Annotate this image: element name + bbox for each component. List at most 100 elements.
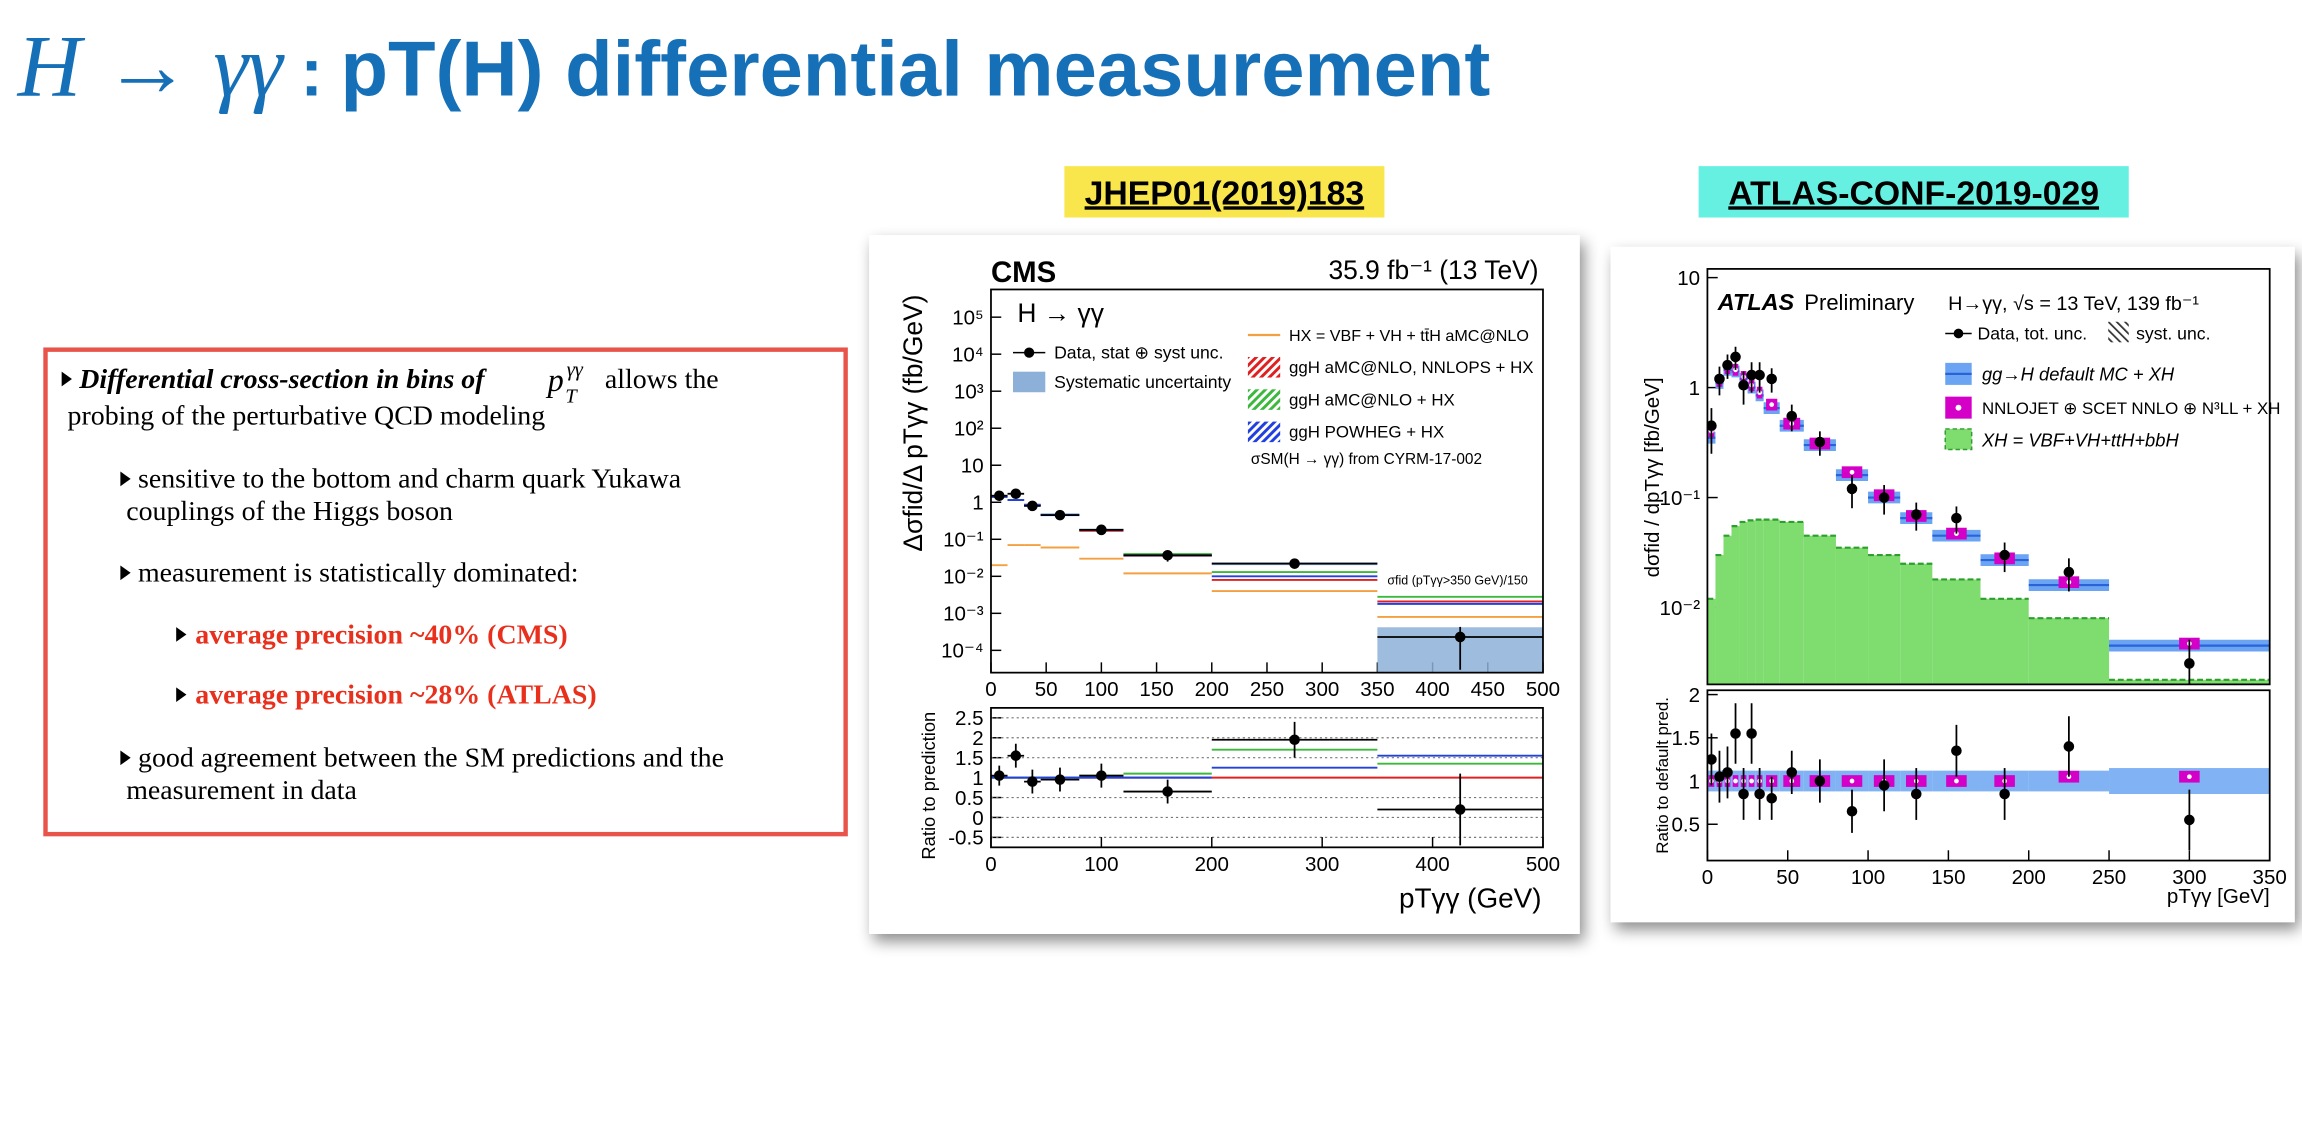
y-tick-label: 10 <box>961 455 984 478</box>
data-point <box>1910 788 1922 800</box>
area-bin <box>1707 598 1716 685</box>
data-point <box>993 770 1005 781</box>
area-bin <box>1731 526 1740 685</box>
x-tick-label: 200 <box>2012 866 2046 889</box>
legend-swatch <box>1247 421 1281 443</box>
status-label: Preliminary <box>1804 290 1914 315</box>
lumi-label: 35.9 fb⁻¹ (13 TeV) <box>1328 255 1538 285</box>
legend-label: NNLOJET ⊕ SCET NNLO ⊕ N³LL + XH <box>1982 399 2281 418</box>
data-point <box>1722 767 1733 778</box>
x-tick-label: 250 <box>1250 678 1284 701</box>
bullet-text: average precision ~40% (CMS) <box>195 619 567 650</box>
area-bin <box>1932 579 1981 685</box>
data-point <box>1999 549 2010 561</box>
data-point <box>1786 767 1798 778</box>
legend-swatch <box>1247 356 1281 378</box>
data-point <box>1010 750 1022 761</box>
y-axis-label: dσfid / dpTγγ [fb/GeV] <box>1641 377 1664 577</box>
slide-title: H → γγ: pT(H) differential measurement <box>17 19 1491 116</box>
data-point <box>1054 774 1066 785</box>
process-label: H → γγ <box>1017 298 1104 328</box>
math-sup: γγ <box>567 359 584 381</box>
panel-frame <box>990 288 1544 674</box>
prediction-marker-dot <box>2187 774 2192 780</box>
experiment-label: CMS <box>991 256 1056 289</box>
x-tick-label: 300 <box>1305 678 1339 701</box>
data-point <box>1754 369 1765 381</box>
y-tick-label: 10⁻² <box>1660 597 1701 620</box>
data-point <box>993 490 1005 502</box>
y-tick-label: 10⁻³ <box>943 603 984 626</box>
reference-highlight <box>1698 166 2129 218</box>
y-tick-label: 10 <box>1677 267 1700 290</box>
data-point <box>1766 373 1777 385</box>
legend-label: Systematic uncertainty <box>1054 372 1231 392</box>
legend-label: syst. unc. <box>2136 323 2210 343</box>
x-tick-label: 500 <box>1526 853 1560 876</box>
reference-link: JHEP01(2019)183 <box>1085 174 1365 212</box>
legend-label: XH = VBF+VH+ttH+bbH <box>1981 430 2180 451</box>
data-point <box>1722 359 1733 371</box>
data-point <box>1754 788 1765 800</box>
data-point <box>1714 771 1725 782</box>
x-tick-label: 400 <box>1415 678 1449 701</box>
y-tick-label: 10⁵ <box>952 307 983 330</box>
process-label: H→γγ, √s = 13 TeV, 139 fb⁻¹ <box>1948 293 2199 315</box>
y-tick-label: 2 <box>972 727 983 750</box>
legend-swatch <box>1247 389 1281 410</box>
data-point <box>1162 786 1173 797</box>
x-tick-label: 0 <box>985 678 996 701</box>
prediction-marker-dot <box>1954 778 1959 784</box>
data-point <box>1707 420 1717 432</box>
data-point <box>2063 566 2075 578</box>
data-point <box>1766 793 1777 804</box>
x-tick-label: 100 <box>1084 678 1118 701</box>
x-tick-label: 400 <box>1415 853 1449 876</box>
y-axis-label: Ratio to default pred. <box>1653 697 1672 854</box>
legend-label: ggH aMC@NLO + HX <box>1289 390 1455 409</box>
prediction-marker-dot <box>1849 469 1855 475</box>
data-point <box>1454 804 1466 815</box>
legend-label: gg→H default MC + XH <box>1982 363 2175 384</box>
data-point <box>1846 805 1858 817</box>
title-separator: : <box>300 36 322 111</box>
title-math: H → γγ <box>17 19 285 116</box>
legend-swatch <box>2108 321 2129 343</box>
panel-frame <box>1706 689 2271 862</box>
plot-area <box>1707 703 2270 851</box>
prediction-marker-dot <box>1749 778 1754 784</box>
y-tick-label: 10³ <box>954 381 984 404</box>
area-bin <box>2028 618 2110 685</box>
x-tick-label: 350 <box>2253 866 2287 889</box>
y-tick-label: 10⁻² <box>943 566 984 589</box>
bullet-text: couplings of the Higgs boson <box>126 496 453 527</box>
data-point <box>1951 512 1962 524</box>
area-bin <box>1747 520 1756 685</box>
data-point <box>1707 754 1717 765</box>
x-tick-label: 50 <box>1035 678 1058 701</box>
bullet-text: measurement is statistically dominated: <box>138 558 578 589</box>
title-text: pT(H) differential measurement <box>340 27 1490 113</box>
y-tick-label: 2 <box>1689 684 1700 707</box>
area-bin <box>1755 519 1764 685</box>
legend-swatch <box>1012 371 1046 393</box>
legend-swatch <box>1955 404 1962 411</box>
y-tick-label: 2.5 <box>955 707 984 730</box>
data-point <box>1814 436 1826 448</box>
y-tick-label: 1 <box>972 492 983 515</box>
y-tick-label: -0.5 <box>948 827 983 850</box>
x-tick-label: 350 <box>1360 678 1394 701</box>
area-bin <box>1803 535 1836 685</box>
plot-area <box>990 721 1543 846</box>
y-tick-label: 1 <box>1689 770 1700 793</box>
bullet-marker <box>120 565 131 581</box>
data-point <box>1730 728 1741 739</box>
bullet-text: sensitive to the bottom and charm quark … <box>138 464 681 495</box>
bullet-text: measurement in data <box>126 775 357 806</box>
data-point <box>1027 776 1038 787</box>
prediction-marker-dot <box>1733 778 1738 784</box>
y-tick-label: 1 <box>972 767 983 790</box>
x-tick-label: 150 <box>1139 678 1173 701</box>
area-bin <box>1900 563 1933 685</box>
